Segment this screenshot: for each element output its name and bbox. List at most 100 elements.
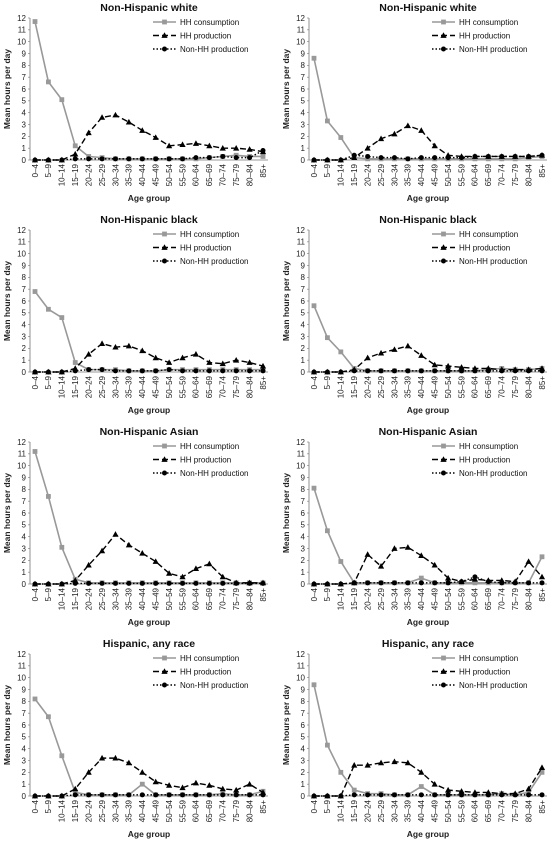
x-tick-label: 30–34 (111, 375, 120, 398)
data-point (351, 580, 357, 586)
y-tick-label: 11 (18, 26, 27, 35)
data-point (459, 792, 465, 798)
data-point (377, 759, 385, 766)
data-point (391, 368, 397, 374)
x-tick-label: 0–4 (310, 375, 319, 389)
data-point (311, 55, 317, 61)
x-axis-label: Age group (407, 829, 450, 839)
series-line (34, 21, 263, 160)
y-tick-label: 12 (17, 14, 26, 23)
data-point (405, 156, 411, 162)
data-point (139, 156, 145, 162)
data-point (325, 335, 330, 341)
data-point (72, 156, 78, 162)
y-tick-label: 10 (296, 673, 305, 682)
data-point (418, 352, 425, 358)
data-point (46, 714, 51, 720)
legend-label: Non-HH production (180, 257, 248, 266)
chart-panel: Non-Hispanic black 0 1 2 3 4 5 6 7 8 9 10 11 12 0–4 5–9… (279, 212, 558, 424)
x-tick-label: 10–14 (58, 163, 67, 186)
legend-label: HH consumption (180, 18, 239, 27)
y-tick-label: 1 (301, 568, 306, 577)
data-point (351, 368, 357, 374)
y-tick-label: 10 (17, 461, 26, 470)
legend-marker (161, 456, 168, 462)
y-tick-label: 11 (297, 662, 306, 671)
data-point (206, 368, 212, 374)
x-tick-label: 5–9 (323, 375, 332, 389)
data-point (45, 581, 51, 587)
y-tick-label: 10 (17, 249, 26, 258)
series-line (313, 305, 543, 372)
x-tick-label: 75–79 (511, 799, 520, 822)
data-point (193, 580, 199, 586)
x-tick-label: 65–69 (484, 163, 493, 186)
y-tick-label: 7 (22, 73, 27, 82)
legend-label: HH consumption (459, 442, 518, 451)
x-tick-label: 75–79 (232, 799, 241, 822)
legend-label: Non-HH production (459, 681, 527, 690)
data-point (166, 570, 173, 576)
y-axis-label: Mean hours per day (2, 261, 12, 342)
data-point (459, 155, 465, 161)
data-point (378, 580, 384, 586)
y-tick-label: 7 (301, 497, 306, 506)
data-point (260, 368, 266, 374)
data-point (32, 793, 38, 799)
legend-marker (161, 668, 168, 674)
data-point (431, 361, 438, 368)
x-tick-label: 40–44 (138, 799, 147, 822)
y-tick-label: 10 (296, 37, 305, 46)
data-point (193, 155, 199, 161)
data-point (499, 792, 505, 798)
y-axis-label: Mean hours per day (2, 49, 12, 130)
legend-marker (441, 46, 446, 52)
x-tick-label: 15–19 (350, 587, 359, 610)
data-point (125, 342, 132, 349)
x-tick-label: 10–14 (337, 163, 346, 186)
x-tick-label: 55–59 (178, 163, 187, 186)
data-point (526, 153, 532, 159)
data-point (404, 759, 411, 766)
data-point (193, 368, 199, 374)
data-point (98, 340, 106, 346)
data-point (166, 792, 172, 798)
x-tick-label: 25–29 (98, 587, 107, 610)
data-point (112, 156, 118, 162)
x-tick-label: 80–84 (245, 163, 254, 186)
legend-marker (162, 258, 167, 264)
data-point (59, 793, 65, 799)
legend-label: HH production (180, 668, 231, 677)
data-point (206, 782, 213, 788)
data-point (365, 580, 371, 586)
legend-label: Non-HH production (180, 45, 248, 54)
data-point (72, 368, 78, 374)
y-tick-label: 12 (17, 438, 26, 447)
x-tick-label: 35–39 (125, 163, 134, 186)
data-point (458, 364, 465, 370)
data-point (166, 580, 172, 586)
y-tick-label: 3 (22, 120, 27, 129)
y-tick-label: 9 (22, 49, 27, 58)
x-tick-label: 20–24 (363, 587, 372, 610)
y-tick-label: 7 (22, 497, 27, 506)
x-tick-label: 35–39 (404, 375, 413, 398)
data-point (351, 792, 357, 798)
x-tick-label: 50–54 (444, 375, 453, 398)
y-tick-label: 7 (22, 709, 27, 718)
x-tick-label: 25–29 (377, 375, 386, 398)
series-0 (311, 682, 545, 798)
y-tick-label: 7 (22, 285, 27, 294)
data-point (391, 346, 398, 352)
x-tick-label: 40–44 (138, 163, 147, 186)
chart-title: Non-Hispanic black (100, 214, 198, 226)
data-point (485, 368, 491, 374)
data-point (432, 368, 438, 374)
data-point (86, 156, 92, 162)
data-point (539, 554, 545, 560)
legend-marker (162, 231, 167, 237)
x-tick-label: 20–24 (363, 163, 372, 186)
series-2 (32, 580, 266, 587)
data-point (85, 129, 92, 136)
